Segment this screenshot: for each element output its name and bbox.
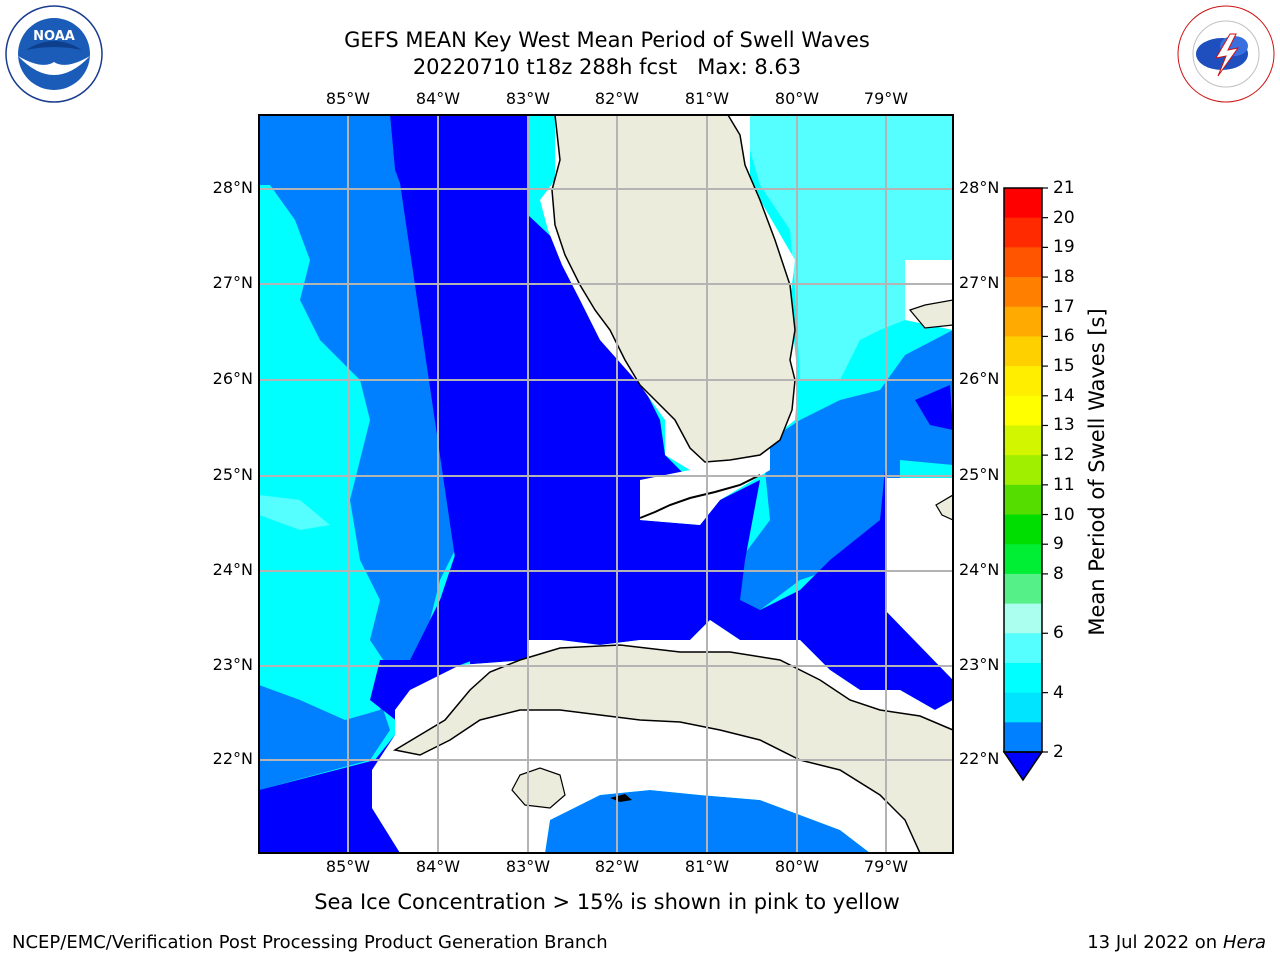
sea-ice-note: Sea Ice Concentration > 15% is shown in …	[314, 890, 900, 914]
map-frame	[258, 114, 954, 854]
colorbar-tick-label: 21	[1053, 178, 1075, 198]
nws-logo	[1176, 4, 1276, 104]
lon-tick-bottom: 79°W	[863, 857, 909, 876]
lat-tick-right: 23°N	[959, 655, 1000, 674]
footer-date: 13 Jul 2022 on Hera	[1087, 932, 1266, 953]
cuba-land	[392, 644, 953, 853]
lon-tick-top: 85°W	[325, 89, 371, 108]
graticule	[259, 115, 953, 853]
lat-tick-right: 28°N	[959, 178, 1000, 197]
colorbar-bin	[1004, 455, 1042, 486]
colorbar-bin	[1004, 306, 1042, 337]
missing-south-pocket	[800, 770, 845, 808]
footer-date-text: 13 Jul 2022 on	[1087, 932, 1218, 953]
lat-tick-right: 27°N	[959, 273, 1000, 292]
colorbar-tick-label: 12	[1053, 445, 1075, 466]
swell-deep-blue-sw	[259, 790, 400, 853]
lon-tick-top: 81°W	[684, 89, 730, 108]
lon-tick-bottom: 84°W	[415, 857, 461, 876]
lat-tick-right: 26°N	[959, 369, 1000, 388]
lon-tick-bottom: 81°W	[684, 857, 730, 876]
isla-de-la-juventud	[511, 767, 566, 809]
colorbar-tick-label: 19	[1053, 237, 1075, 258]
colorbar-tick-label: 10	[1053, 504, 1075, 525]
florida-keys	[639, 474, 761, 519]
colorbar-bin	[1004, 217, 1042, 248]
colorbar-tick-label: 18	[1053, 267, 1075, 288]
bahamas-island	[908, 299, 953, 329]
lon-tick-bottom: 82°W	[594, 857, 640, 876]
noaa-logo-text: NOAA	[33, 29, 75, 44]
colorbar-bin	[1004, 722, 1042, 753]
swell-deep-blue-bahamas	[915, 385, 953, 430]
colorbar-bin	[1004, 277, 1042, 308]
chart-subtitle: 20220710 t18z 288h fcst Max: 8.63	[412, 55, 802, 79]
colorbar-bin	[1004, 633, 1042, 664]
colorbar-bin	[1004, 247, 1042, 278]
swell-azure-east	[730, 330, 953, 610]
colorbar-tick-label: 11	[1053, 474, 1075, 495]
swell-deep-blue-gulf	[259, 115, 953, 853]
small-cay	[610, 794, 632, 802]
lon-tick-bottom: 85°W	[325, 857, 371, 876]
florida-land	[551, 115, 796, 463]
colorbar-tick-label: 14	[1053, 385, 1075, 406]
lat-tick-right: 22°N	[959, 749, 1000, 768]
colorbar-bin	[1004, 336, 1042, 367]
colorbar-tick-label: 13	[1053, 415, 1075, 436]
lat-tick-left: 27°N	[212, 273, 253, 292]
lat-tick-left: 23°N	[212, 655, 253, 674]
colorbar-bin	[1004, 484, 1042, 516]
swell-light-cyan-patch	[259, 495, 330, 530]
colorbar-tick-label: 4	[1053, 682, 1064, 703]
colorbar-under-triangle	[1002, 751, 1044, 782]
colorbar-bin	[1004, 395, 1042, 426]
missing-east	[885, 478, 953, 680]
colorbar-tick-label: 15	[1053, 356, 1075, 377]
colorbar	[1000, 185, 1050, 785]
lat-tick-left: 25°N	[212, 465, 253, 484]
andros-island	[935, 494, 953, 521]
colorbar-bin	[1004, 514, 1042, 545]
colorbar-label: Mean Period of Swell Waves [s]	[1085, 308, 1109, 636]
colorbar-tick-label: 6	[1053, 623, 1064, 644]
colorbar-bin	[1004, 573, 1042, 605]
lon-tick-top: 83°W	[505, 89, 551, 108]
colorbar-frame	[1003, 187, 1043, 753]
lat-tick-right: 25°N	[959, 465, 1000, 484]
lat-tick-left: 26°N	[212, 369, 253, 388]
footer-host: Hera	[1222, 932, 1266, 953]
colorbar-tick-label: 8	[1053, 563, 1064, 584]
lon-tick-top: 84°W	[415, 89, 461, 108]
chart-title: GEFS MEAN Key West Mean Period of Swell …	[344, 28, 870, 52]
lat-tick-left: 28°N	[212, 178, 253, 197]
colorbar-bin	[1004, 425, 1042, 456]
swell-light-cyan-east	[750, 115, 953, 380]
lon-tick-top: 82°W	[594, 89, 640, 108]
colorbar-bin	[1004, 662, 1042, 694]
colorbar-tick-label: 17	[1053, 296, 1075, 317]
colorbar-bin	[1004, 544, 1042, 575]
lat-tick-left: 22°N	[212, 749, 253, 768]
colorbar-bin	[1004, 692, 1042, 723]
colorbar-bin	[1004, 366, 1042, 397]
noaa-logo: NOAA	[4, 4, 104, 104]
swell-deep-blue-core	[370, 115, 528, 760]
colorbar-tick-label: 2	[1053, 742, 1064, 762]
colorbar-bin	[1004, 188, 1042, 219]
lat-tick-right: 24°N	[959, 560, 1000, 579]
lon-tick-bottom: 83°W	[505, 857, 551, 876]
colorbar-tick-label: 16	[1053, 326, 1075, 347]
colorbar-tick-label: 9	[1053, 534, 1064, 555]
lon-tick-bottom: 80°W	[774, 857, 820, 876]
lon-tick-top: 80°W	[774, 89, 820, 108]
footer-credit: NCEP/EMC/Verification Post Processing Pr…	[12, 932, 608, 953]
lat-tick-left: 24°N	[212, 560, 253, 579]
colorbar-bin	[1004, 603, 1042, 634]
colorbar-tick-label: 20	[1053, 207, 1075, 228]
lon-tick-top: 79°W	[863, 89, 909, 108]
